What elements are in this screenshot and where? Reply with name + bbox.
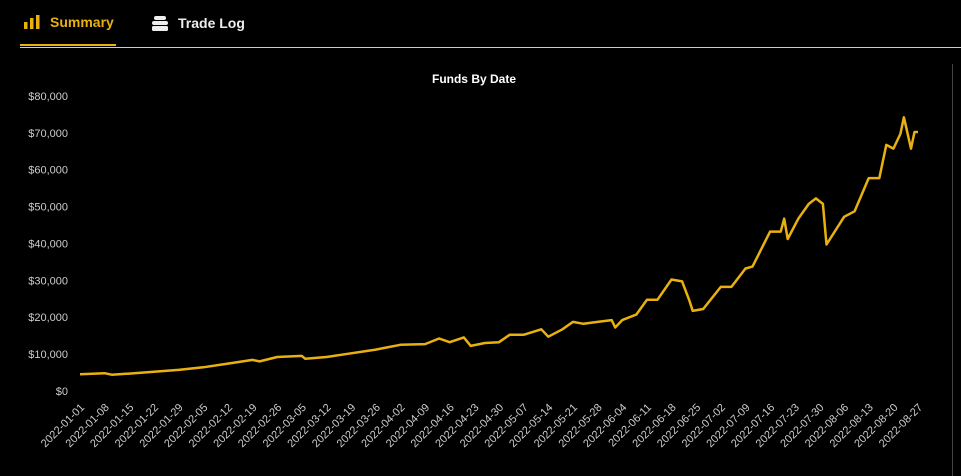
y-tick-label: $50,000 <box>28 202 68 214</box>
tab-label: Trade Log <box>178 15 245 31</box>
line <box>79 116 918 376</box>
trade-log-tab[interactable]: Trade Log <box>152 0 245 46</box>
stack-icon <box>152 15 168 31</box>
y-tick-label: $70,000 <box>28 128 68 140</box>
y-tick-label: $30,000 <box>28 275 68 287</box>
y-tick-label: $0 <box>56 386 68 398</box>
y-tick-label: $80,000 <box>28 91 68 103</box>
chart-title: Funds By Date <box>432 72 516 86</box>
y-tick-label: $20,000 <box>28 312 68 324</box>
y-tick-label: $40,000 <box>28 238 68 250</box>
summary-tab[interactable]: Summary <box>20 0 116 46</box>
y-tick-label: $10,000 <box>28 349 68 361</box>
tab-label: Summary <box>50 14 114 30</box>
panel-border <box>952 64 953 476</box>
bar-icon <box>24 15 40 29</box>
y-tick-label: $60,000 <box>28 165 68 177</box>
tab-rule <box>20 47 961 48</box>
